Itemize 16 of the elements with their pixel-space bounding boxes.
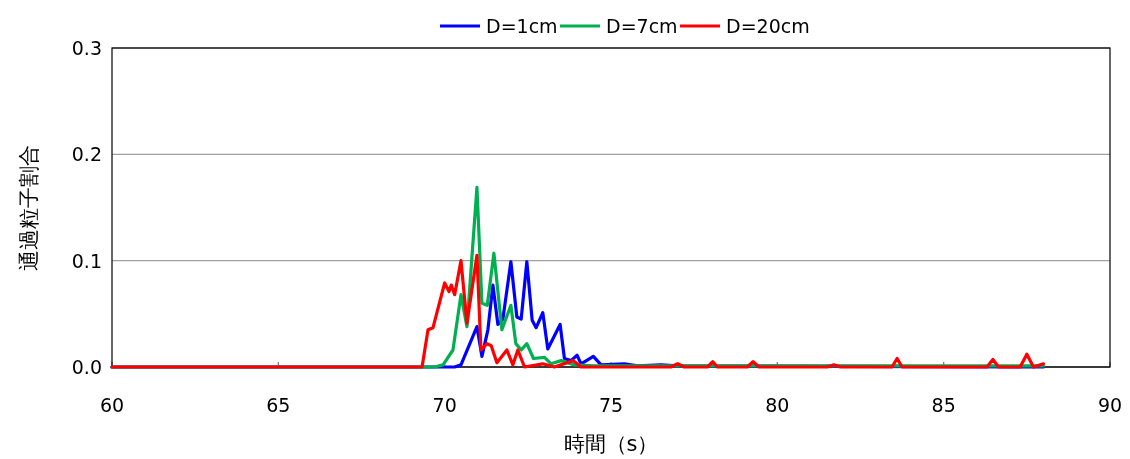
y-tick-label: 0.2 <box>71 143 102 166</box>
x-tick-label: 70 <box>432 394 457 416</box>
x-tick-label: 75 <box>598 394 624 416</box>
y-tick-label: 0.1 <box>71 249 102 272</box>
x-axis-title: 時間（s） <box>563 432 659 456</box>
x-tick-label: 85 <box>931 394 956 416</box>
x-tick-label: 65 <box>266 394 291 416</box>
y-tick-label: 0.3 <box>71 37 102 59</box>
legend-label: D=7cm <box>606 15 678 37</box>
y-tick-label: 0.0 <box>71 356 102 378</box>
legend-label: D=20cm <box>726 15 810 37</box>
x-tick-label: 60 <box>99 394 125 416</box>
legend-label: D=1cm <box>486 15 558 37</box>
y-axis-title: 通過粒子割合 <box>17 144 41 271</box>
x-tick-label: 90 <box>1097 394 1123 416</box>
x-tick-label: 80 <box>765 394 790 416</box>
